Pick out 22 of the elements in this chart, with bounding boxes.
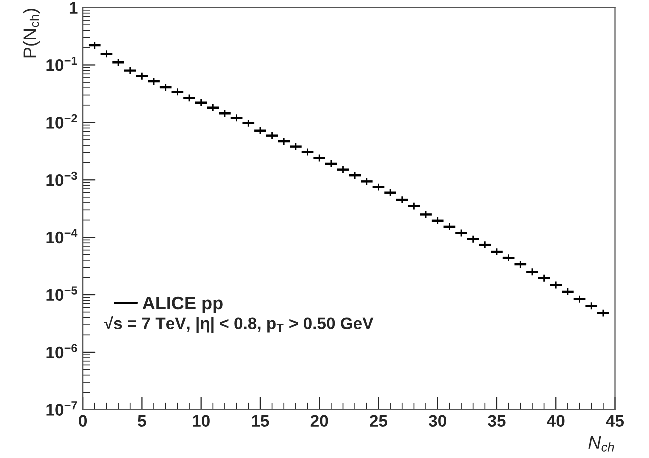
x-tick-label: 35 [488, 415, 506, 428]
y-axis-title: P(N$_{ch}$) [23, 9, 40, 58]
y-tick-label: 10$^{−4}$ [46, 229, 78, 244]
x-tick-label: 30 [428, 415, 446, 428]
x-tick-label: 20 [310, 415, 328, 428]
y-tick-label: 10$^{−2}$ [46, 114, 78, 129]
y-tick-label: 10$^{−7}$ [46, 402, 78, 416]
y-tick-label: 10$^{−5}$ [46, 286, 78, 302]
x-tick-label: 40 [547, 415, 565, 428]
x-tick-label: 10 [193, 415, 210, 428]
x-tick-label: 5 [138, 415, 146, 428]
x-tick-label: 15 [252, 415, 270, 428]
x-axis-title: N$_{ch}$ [588, 436, 614, 452]
y-tick-label: 10$^{−6}$ [46, 344, 78, 359]
y-tick-label: 10$^{−3}$ [46, 172, 78, 186]
x-tick-label: 0 [79, 415, 88, 428]
legend-label: ALICE pp [142, 296, 223, 314]
y-tick-label: 10$^{−1}$ [46, 56, 78, 72]
y-tick-label: 1 [70, 2, 78, 14]
annotation: √s = 7 TeV, |η| < 0.8, p$_{T}$ > 0.50 GeV [104, 316, 374, 334]
x-tick-label: 25 [370, 415, 388, 428]
x-tick-label: 45 [606, 415, 624, 428]
